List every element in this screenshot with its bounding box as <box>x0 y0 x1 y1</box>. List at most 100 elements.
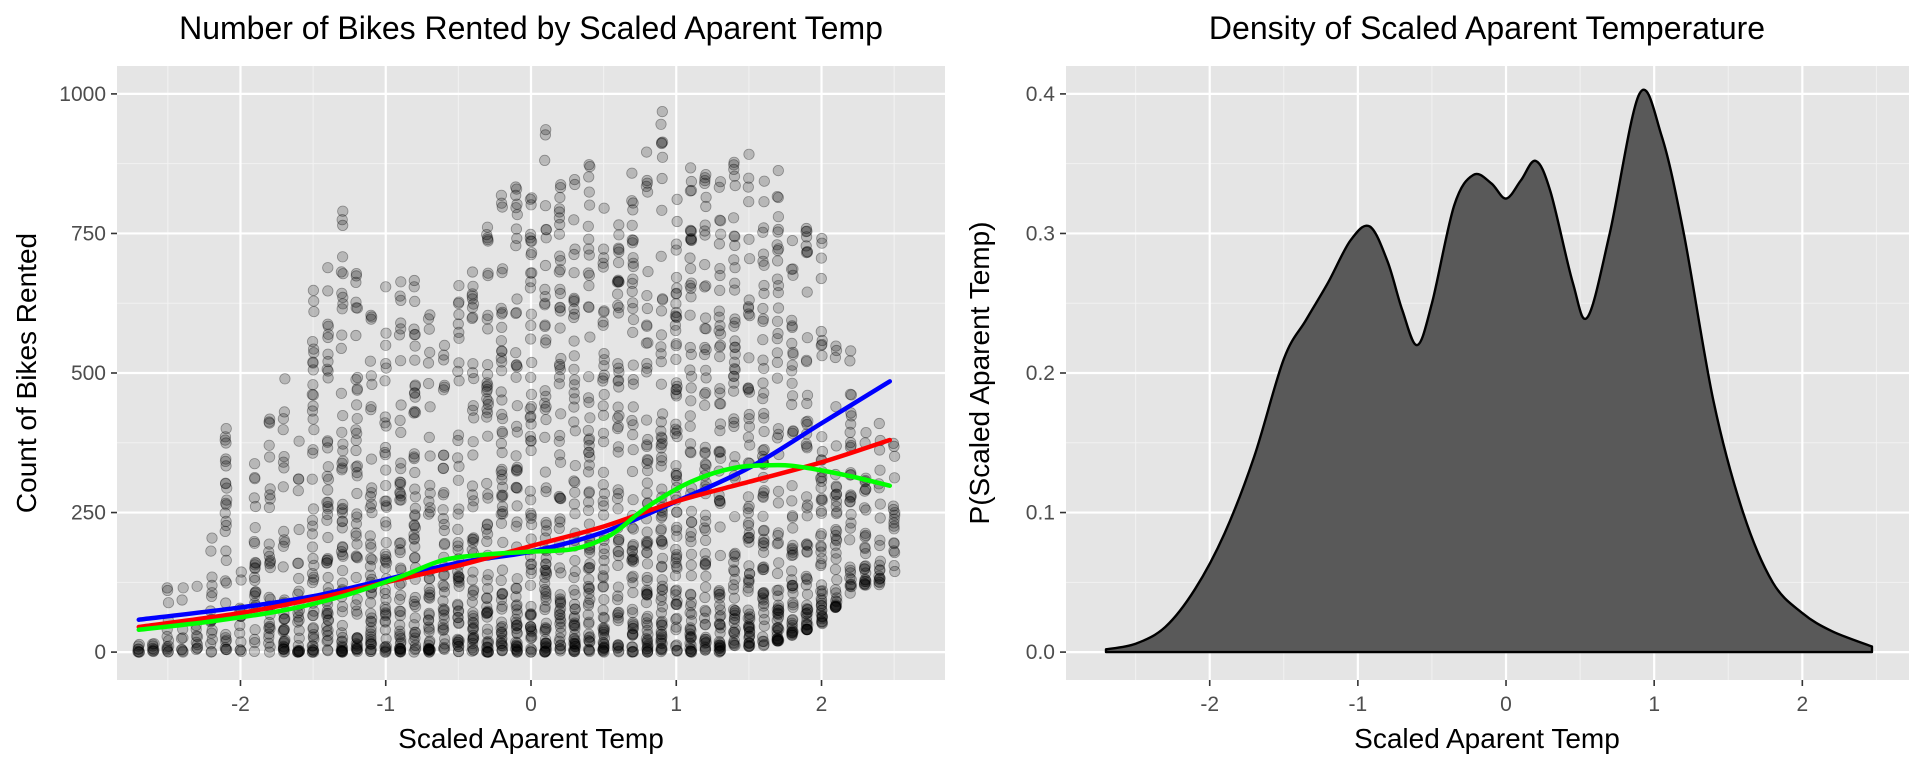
scatter-point <box>582 220 594 232</box>
scatter-point <box>336 606 348 618</box>
scatter-point <box>627 586 639 599</box>
scatter-point <box>510 223 523 235</box>
scatter-point <box>277 481 289 493</box>
scatter-point <box>293 632 305 644</box>
scatter-point <box>670 598 682 611</box>
scatter-point <box>641 487 653 499</box>
scatter-point <box>321 435 334 447</box>
scatter-point <box>800 354 813 366</box>
scatter-point <box>525 308 538 320</box>
scatter-point <box>583 269 596 281</box>
scatter-point <box>249 559 261 571</box>
scatter-point <box>568 267 580 279</box>
scatter-point <box>424 644 436 656</box>
scatter-point <box>728 413 740 425</box>
scatter-point <box>467 610 479 622</box>
scatter-point <box>670 470 683 482</box>
scatter-point <box>525 563 538 576</box>
scatter-point <box>249 458 261 470</box>
scatter-point <box>728 254 740 266</box>
scatter-point <box>437 384 450 396</box>
scatter-point <box>656 106 668 118</box>
scatter-point <box>612 242 625 254</box>
scatter-point <box>525 646 537 658</box>
scatter-point <box>510 639 523 651</box>
scatter-point <box>612 640 625 652</box>
scatter-point <box>540 558 552 570</box>
scatter-point <box>336 636 348 648</box>
scatter-point <box>845 439 857 452</box>
scatter-point <box>380 643 392 655</box>
scatter-point <box>322 624 334 637</box>
scatter-point <box>467 400 479 412</box>
scatter-point <box>744 439 756 451</box>
scatter-point <box>641 642 654 655</box>
scatter-point <box>554 182 567 194</box>
scatter-point <box>438 586 450 598</box>
scatter-point <box>729 511 741 523</box>
scatter-point <box>220 478 232 490</box>
scatter-point <box>568 214 580 226</box>
scatter-point <box>307 623 319 635</box>
scatter-point <box>452 434 464 447</box>
scatter-point <box>365 404 377 416</box>
scatter-point <box>394 628 406 641</box>
scatter-point <box>351 302 363 314</box>
scatter-point <box>496 345 508 357</box>
scatter-point <box>379 417 391 429</box>
scatter-point <box>248 645 260 658</box>
scatter-point <box>482 492 494 504</box>
scatter-point <box>249 556 261 569</box>
scatter-point <box>380 327 392 339</box>
scatter-point <box>322 496 334 508</box>
scatter-point <box>511 198 523 210</box>
scatter-point <box>525 518 538 531</box>
scatter-point <box>539 577 551 589</box>
scatter-point <box>307 444 319 456</box>
scatter-point <box>510 450 522 462</box>
scatter-point <box>496 600 508 612</box>
scatter-point <box>161 644 173 656</box>
scatter-point <box>844 492 857 504</box>
scatter-point <box>337 298 349 310</box>
scatter-point <box>873 573 885 585</box>
scatter-point <box>161 630 173 643</box>
scatter-point <box>264 556 276 568</box>
scatter-point <box>510 307 522 319</box>
scatter-point <box>482 569 494 581</box>
scatter-point <box>801 332 814 344</box>
scatter-point <box>497 489 509 501</box>
scatter-point <box>757 594 770 606</box>
scatter-point <box>771 315 784 327</box>
scatter-point <box>641 457 653 470</box>
scatter-point <box>700 191 712 203</box>
scatter-point <box>351 511 363 523</box>
scatter-point <box>569 635 581 647</box>
scatter-point <box>322 348 334 360</box>
scatter-point <box>887 503 900 516</box>
scatter-point <box>626 277 638 289</box>
scatter-point <box>655 118 667 130</box>
scatter-point <box>525 247 538 259</box>
scatter-point <box>728 370 740 382</box>
scatter-point <box>379 548 391 560</box>
scatter-point <box>496 413 509 425</box>
scatter-point <box>264 641 276 653</box>
scatter-point <box>395 463 407 475</box>
scatter-point <box>482 646 494 658</box>
scatter-point <box>786 614 798 626</box>
scatter-point <box>786 377 798 389</box>
scatter-point <box>350 599 362 611</box>
scatter-point <box>597 372 609 384</box>
scatter-point <box>569 178 581 191</box>
scatter-point <box>365 552 377 565</box>
scatter-point <box>655 431 667 443</box>
scatter-point <box>380 362 392 374</box>
scatter-point <box>321 605 333 617</box>
scatter-point <box>815 528 828 540</box>
scatter-point <box>307 609 319 621</box>
scatter-point <box>845 508 857 521</box>
scatter-point <box>147 638 159 650</box>
scatter-point <box>510 371 522 383</box>
scatter-point <box>655 645 667 658</box>
